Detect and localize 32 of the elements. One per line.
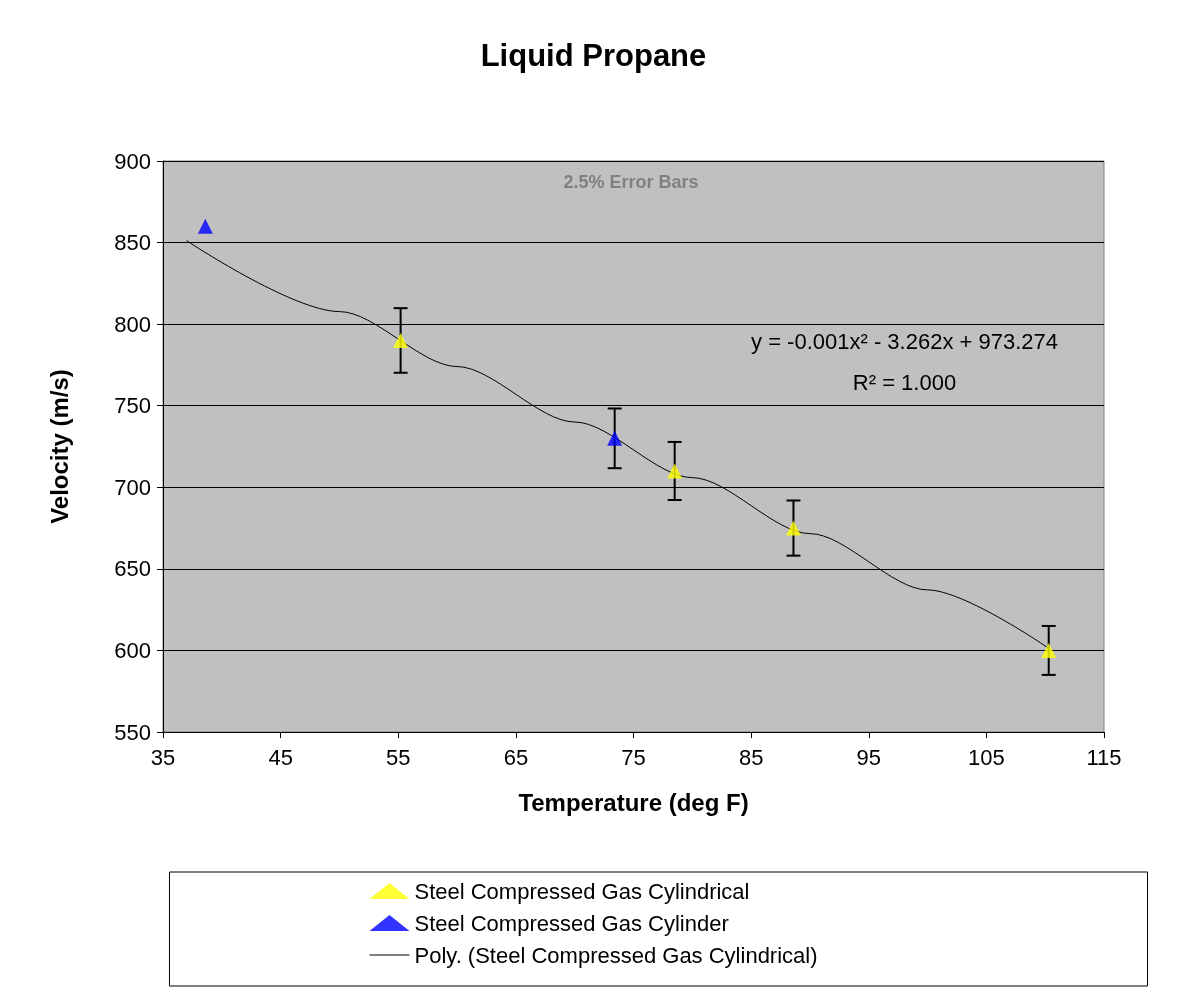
x-tick-label: 115 xyxy=(1086,744,1122,770)
chart-title: Liquid Propane xyxy=(480,38,707,73)
x-tick-label: 35 xyxy=(150,744,176,770)
annotation: 2.5% Error Bars xyxy=(563,172,699,192)
point xyxy=(1041,642,1057,658)
y-tick-label: 550 xyxy=(114,719,151,745)
legend-label: Poly. (Steel Compressed Gas Cylindrical) xyxy=(414,942,818,968)
y-tick-label: 600 xyxy=(114,637,151,663)
point xyxy=(197,218,213,234)
x-tick-label: 65 xyxy=(503,744,529,770)
x-tick-label: 45 xyxy=(268,744,293,770)
point xyxy=(785,520,801,536)
y-tick-label: 650 xyxy=(114,556,151,582)
y-tick-label: 700 xyxy=(114,474,151,500)
x-tick-label: 95 xyxy=(856,744,881,770)
annotation: y = -0.001x² - 3.262x + 973.274 xyxy=(751,328,1058,354)
point xyxy=(607,430,623,446)
point xyxy=(393,332,409,348)
legend-label: Steel Compressed Gas Cylinder xyxy=(414,910,729,936)
x-tick-label: 75 xyxy=(621,744,646,770)
x-axis-title: Temperature (deg F) xyxy=(518,788,749,816)
y-axis-title: Velocity (m/s) xyxy=(45,369,73,524)
y-tick-label: 900 xyxy=(114,148,151,174)
annotation: R² = 1.000 xyxy=(852,369,957,395)
x-tick-label: 55 xyxy=(386,744,411,770)
y-tick-label: 800 xyxy=(114,311,151,337)
x-tick-label: 105 xyxy=(968,744,1005,770)
point xyxy=(667,463,683,479)
legend-label: Steel Compressed Gas Cylindrical xyxy=(414,878,750,904)
x-tick-label: 85 xyxy=(738,744,764,770)
y-tick-label: 850 xyxy=(114,230,151,256)
y-tick-label: 750 xyxy=(114,393,151,419)
